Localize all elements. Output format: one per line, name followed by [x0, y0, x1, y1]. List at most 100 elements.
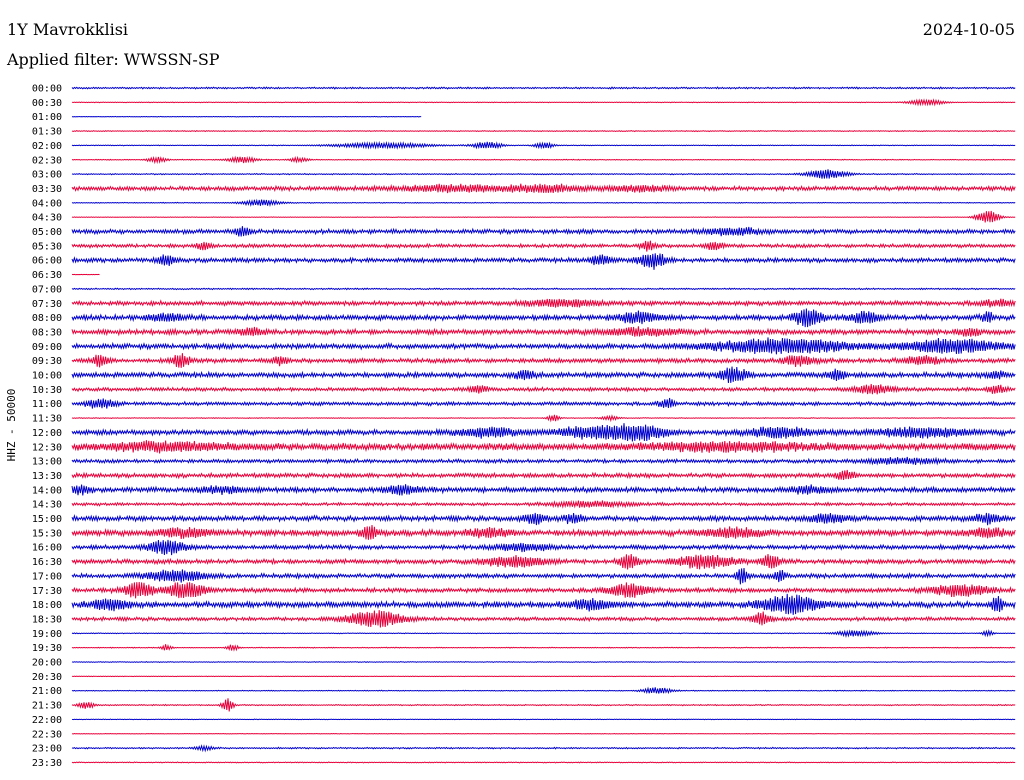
time-label: 16:00 — [32, 543, 62, 554]
time-label: 14:00 — [32, 485, 62, 496]
trace-line — [71, 440, 1016, 454]
trace-line — [71, 115, 422, 118]
trace-line — [71, 484, 1016, 496]
time-label: 09:30 — [32, 356, 62, 367]
time-label: 06:00 — [32, 256, 62, 267]
time-label: 19:30 — [32, 643, 62, 654]
traces — [71, 86, 1016, 764]
time-labels: 00:00 00:30 01:00 01:30 02:00 02:30 03:00 03:30… — [32, 84, 62, 769]
time-label: 23:00 — [32, 744, 62, 755]
time-label: 17:30 — [32, 586, 62, 597]
station-title: 1Y Mavrokklisi — [7, 20, 129, 39]
time-label: 17:00 — [32, 571, 62, 582]
filter-label: Applied filter: WWSSN-SP — [7, 50, 220, 69]
time-label: 04:00 — [32, 198, 62, 209]
trace-line — [71, 718, 1016, 721]
trace-line — [71, 539, 1016, 556]
trace-line — [71, 240, 1016, 252]
time-label: 02:30 — [32, 155, 62, 166]
trace-line — [71, 383, 1016, 395]
time-label: 19:00 — [32, 629, 62, 640]
time-label: 14:30 — [32, 500, 62, 511]
time-label: 05:00 — [32, 227, 62, 238]
trace-line — [71, 525, 1016, 540]
trace-line — [71, 610, 1016, 628]
trace-line — [71, 456, 1016, 466]
time-label: 00:30 — [32, 98, 62, 109]
time-label: 21:30 — [32, 701, 62, 712]
trace-line — [71, 629, 1016, 638]
trace-line — [71, 469, 1016, 480]
trace-line — [71, 686, 1016, 695]
time-label: 03:00 — [32, 170, 62, 181]
time-label: 13:00 — [32, 457, 62, 468]
trace-line — [71, 661, 1016, 663]
time-label: 07:30 — [32, 299, 62, 310]
time-label: 01:30 — [32, 127, 62, 138]
time-label: 16:30 — [32, 557, 62, 568]
trace-line — [71, 129, 1016, 133]
time-label: 06:30 — [32, 270, 62, 281]
trace-line — [71, 732, 1016, 735]
time-label: 05:30 — [32, 241, 62, 252]
trace-line — [71, 226, 1016, 237]
trace-line — [71, 337, 1016, 355]
time-label: 10:30 — [32, 385, 62, 396]
time-label: 13:30 — [32, 471, 62, 482]
time-label: 20:00 — [32, 658, 62, 669]
time-label: 15:00 — [32, 514, 62, 525]
time-label: 01:00 — [32, 112, 62, 123]
time-label: 11:30 — [32, 414, 62, 425]
time-label: 22:30 — [32, 729, 62, 740]
trace-line — [71, 593, 1016, 615]
trace-line — [71, 744, 1016, 753]
trace-line — [71, 643, 1016, 652]
trace-line — [71, 308, 1016, 328]
time-label: 11:00 — [32, 399, 62, 410]
time-label: 18:30 — [32, 614, 62, 625]
time-label: 08:00 — [32, 313, 62, 324]
trace-line — [71, 98, 1016, 107]
trace-line — [71, 414, 1016, 423]
time-label: 22:00 — [32, 715, 62, 726]
trace-line — [71, 366, 1016, 383]
date-label: 2024-10-05 — [922, 20, 1015, 39]
time-label: 00:00 — [32, 84, 62, 95]
trace-line — [71, 581, 1016, 599]
trace-line — [71, 140, 1016, 150]
trace-line — [71, 568, 1016, 585]
trace-line — [71, 499, 1016, 509]
time-label: 10:00 — [32, 371, 62, 382]
time-label: 20:30 — [32, 672, 62, 683]
trace-line — [71, 198, 1016, 208]
trace-line — [71, 183, 1016, 194]
trace-line — [71, 675, 1016, 678]
trace-line — [71, 210, 1016, 223]
trace-line — [71, 86, 1016, 90]
trace-line — [71, 353, 1016, 368]
trace-line — [71, 554, 1016, 570]
trace-line — [71, 253, 1016, 270]
trace-line — [71, 512, 1016, 526]
trace-line — [71, 423, 1016, 442]
time-label: 04:30 — [32, 213, 62, 224]
trace-line — [71, 169, 1016, 179]
trace-line — [71, 155, 1016, 165]
time-label: 18:00 — [32, 600, 62, 611]
time-label: 02:00 — [32, 141, 62, 152]
trace-line — [71, 397, 1016, 409]
time-label: 23:30 — [32, 758, 62, 769]
trace-line — [71, 761, 1016, 764]
trace-line — [71, 326, 1016, 337]
time-label: 12:00 — [32, 428, 62, 439]
trace-line — [71, 698, 1016, 712]
time-label: 09:00 — [32, 342, 62, 353]
time-label: 21:00 — [32, 686, 62, 697]
time-label: 08:30 — [32, 327, 62, 338]
time-label: 12:30 — [32, 442, 62, 453]
trace-line — [71, 287, 1016, 291]
time-label: 03:30 — [32, 184, 62, 195]
time-label: 15:30 — [32, 528, 62, 539]
time-label: 07:00 — [32, 284, 62, 295]
